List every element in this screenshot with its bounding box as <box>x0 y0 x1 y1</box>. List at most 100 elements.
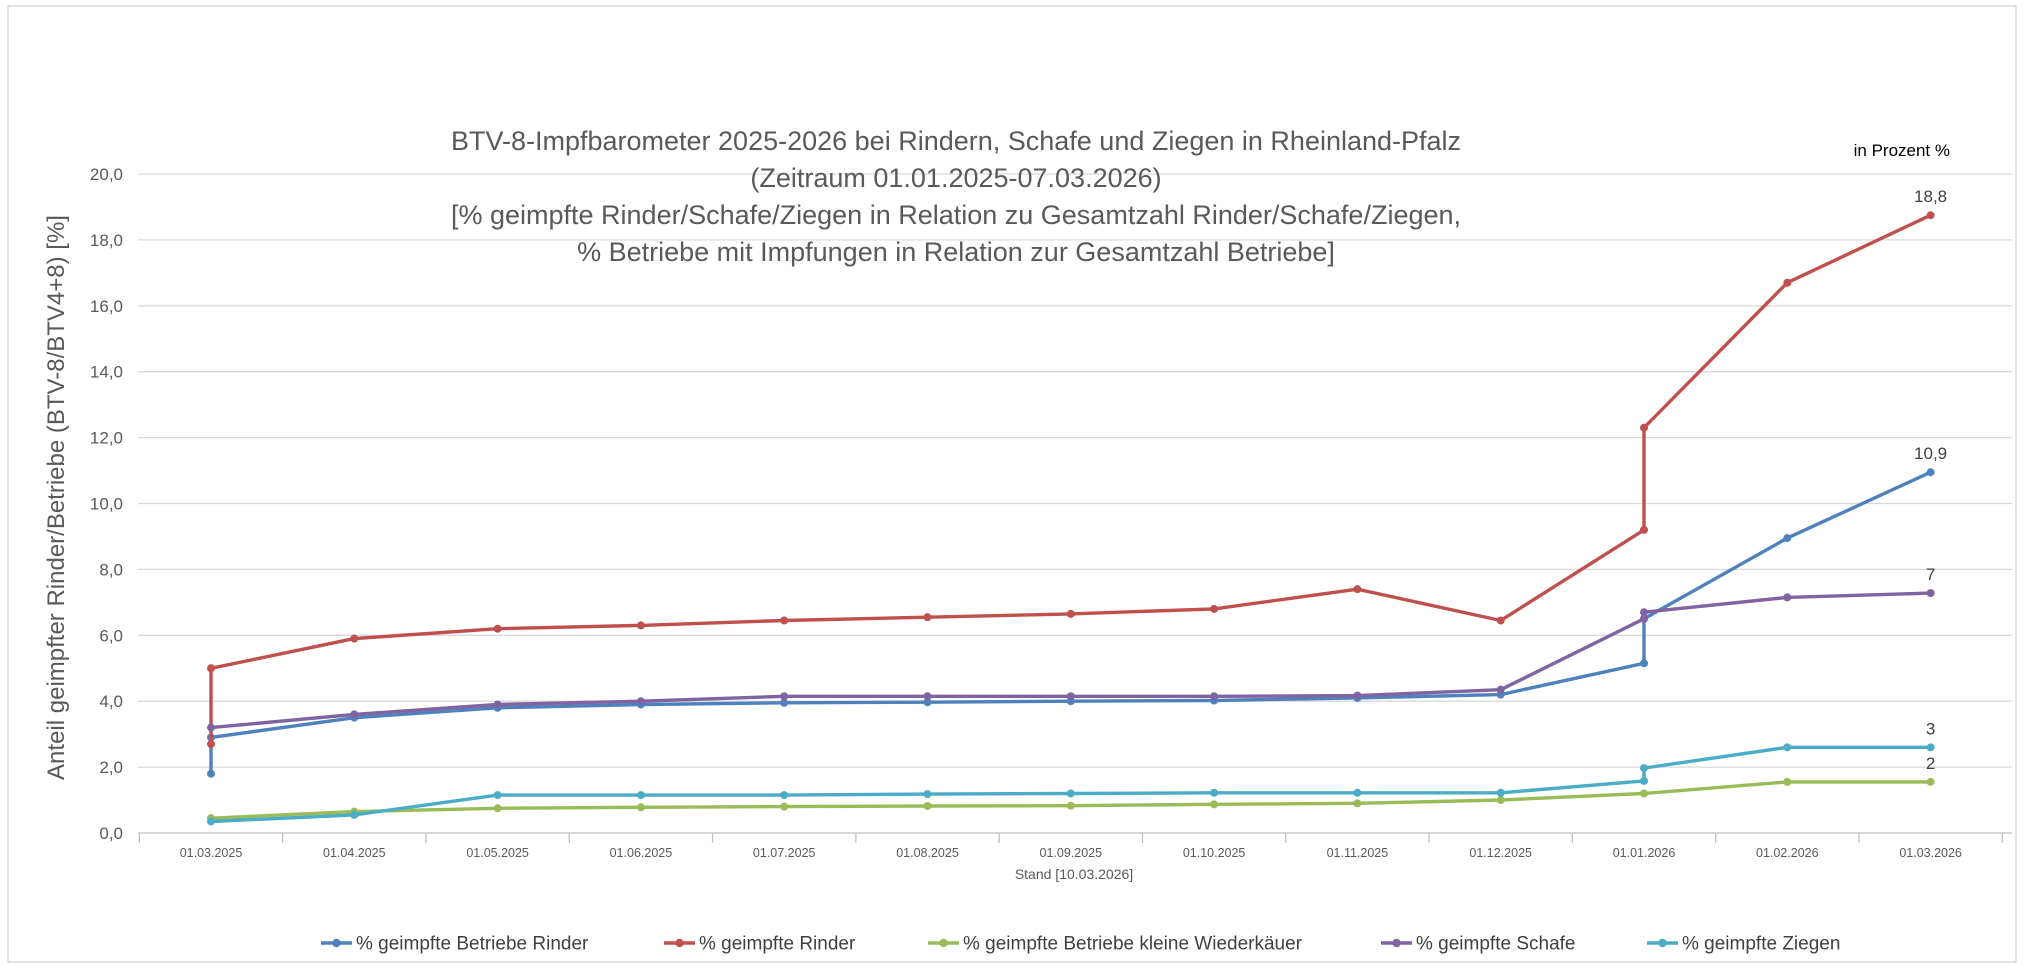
data-point <box>923 692 932 701</box>
y-tick-label: 12,0 <box>90 429 123 448</box>
data-label: 10,9 <box>1914 444 1947 463</box>
legend-label: % geimpfte Rinder <box>699 934 856 955</box>
data-point <box>1926 743 1935 752</box>
data-label: 3 <box>1926 719 1935 738</box>
data-point <box>1066 801 1075 810</box>
data-point <box>1353 799 1362 808</box>
legend-label: % geimpfte Betriebe kleine Wiederkäuer <box>963 934 1303 955</box>
data-point <box>207 723 215 732</box>
data-point <box>207 817 215 826</box>
data-point <box>207 664 215 673</box>
chart-title-line: [% geimpfte Rinder/Schafe/Ziegen in Rela… <box>451 200 1461 230</box>
chart-title-line: BTV-8-Impfbarometer 2025-2026 bei Rinder… <box>451 126 1461 156</box>
data-point <box>1353 691 1362 700</box>
data-point <box>493 804 502 813</box>
data-point <box>780 698 789 707</box>
data-point <box>636 697 645 706</box>
y-tick-label: 20,0 <box>90 165 123 184</box>
data-point <box>1783 534 1792 543</box>
data-point <box>780 616 789 625</box>
data-point <box>1926 589 1935 598</box>
data-point <box>1640 764 1648 773</box>
data-point <box>1066 789 1075 798</box>
data-point <box>493 791 502 800</box>
legend-marker <box>332 938 341 948</box>
y-tick-label: 2,0 <box>99 758 123 777</box>
data-point <box>1640 659 1648 668</box>
data-point <box>1496 796 1505 805</box>
data-point <box>493 624 502 633</box>
data-point <box>493 700 502 709</box>
legend-label: % geimpfte Betriebe Rinder <box>356 934 589 955</box>
data-point <box>780 791 789 800</box>
legend-marker <box>675 938 684 948</box>
data-point <box>1926 211 1935 220</box>
data-label: 2 <box>1926 754 1935 773</box>
data-point <box>207 740 215 749</box>
legend-marker <box>1392 938 1401 948</box>
data-point <box>636 791 645 800</box>
data-point <box>1926 468 1935 477</box>
data-point <box>1066 609 1075 618</box>
x-tick-label: 01.09.2025 <box>1040 846 1103 860</box>
data-point <box>1496 788 1505 797</box>
data-point <box>1926 777 1935 786</box>
x-tick-label: 01.10.2025 <box>1183 846 1246 860</box>
x-tick-label: 01.03.2026 <box>1899 846 1962 860</box>
data-point <box>923 801 932 810</box>
x-tick-label: 01.03.2025 <box>180 846 243 860</box>
y-tick-label: 18,0 <box>90 231 123 250</box>
data-point <box>350 710 359 719</box>
y-tick-label: 10,0 <box>90 495 123 514</box>
data-point <box>1210 692 1219 701</box>
data-point <box>1353 585 1362 594</box>
data-point <box>207 769 215 778</box>
data-point <box>780 692 789 701</box>
x-tick-label: 01.02.2026 <box>1756 846 1819 860</box>
data-label: 18,8 <box>1914 187 1947 206</box>
data-point <box>1783 743 1792 752</box>
data-point <box>1640 608 1648 617</box>
data-point <box>1640 525 1648 534</box>
data-point <box>1640 776 1648 785</box>
x-tick-label: 01.01.2026 <box>1613 846 1676 860</box>
unit-note: in Prozent % <box>1854 141 1950 160</box>
data-point <box>923 698 932 707</box>
data-point <box>1210 604 1219 613</box>
data-point <box>350 810 359 819</box>
y-tick-label: 6,0 <box>99 626 123 645</box>
legend-marker <box>1658 938 1667 948</box>
data-point <box>780 802 789 811</box>
data-point <box>1783 278 1792 287</box>
chart-title-line: % Betriebe mit Impfungen in Relation zur… <box>577 237 1335 267</box>
data-point <box>1210 788 1219 797</box>
data-point <box>923 790 932 799</box>
x-tick-label: 01.05.2025 <box>466 846 529 860</box>
y-tick-label: 4,0 <box>99 692 123 711</box>
data-point <box>1353 788 1362 797</box>
x-tick-label: 01.11.2025 <box>1327 846 1389 860</box>
x-tick-label: 01.06.2025 <box>610 846 673 860</box>
legend-label: % geimpfte Schafe <box>1416 934 1575 955</box>
data-point <box>1496 616 1505 625</box>
y-tick-label: 8,0 <box>99 560 123 579</box>
data-point <box>1783 777 1792 786</box>
data-point <box>1640 423 1648 432</box>
y-tick-label: 0,0 <box>99 824 123 843</box>
data-point <box>636 621 645 630</box>
x-axis-label: Stand [10.03.2026] <box>1015 866 1133 882</box>
data-point <box>1496 685 1505 694</box>
legend-marker <box>939 938 948 948</box>
data-point <box>350 634 359 643</box>
y-tick-label: 14,0 <box>90 363 123 382</box>
data-point <box>1640 789 1648 798</box>
x-tick-label: 01.08.2025 <box>896 846 959 860</box>
chart-title-line: (Zeitraum 01.01.2025-07.03.2026) <box>750 163 1161 193</box>
data-point <box>1210 800 1219 809</box>
data-point <box>636 803 645 812</box>
data-point <box>923 613 932 622</box>
y-axis-label: Anteil geimpfter Rinder/Betriebe (BTV-8/… <box>43 215 70 780</box>
data-point <box>1066 692 1075 701</box>
